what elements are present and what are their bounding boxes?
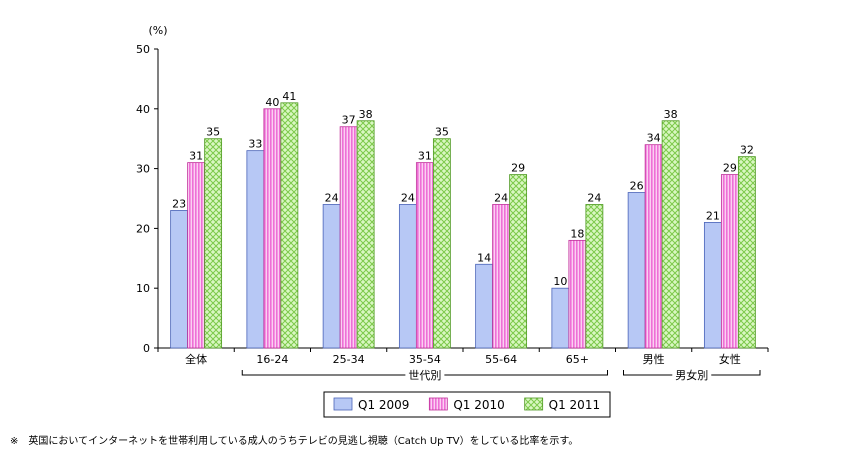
- y-unit-label: (%): [148, 24, 167, 37]
- x-tick-label: 16-24: [256, 353, 288, 366]
- bar-q1-2009: [551, 287, 570, 349]
- data-label: 31: [418, 150, 432, 163]
- group-label-bg: [672, 369, 712, 381]
- data-label: 40: [265, 96, 279, 109]
- data-label: 10: [553, 275, 567, 288]
- legend-swatch: [428, 397, 448, 411]
- data-label: 24: [587, 191, 601, 204]
- data-label: 37: [342, 114, 356, 127]
- x-tick-label: 65+: [566, 353, 589, 366]
- data-label: 18: [570, 227, 584, 240]
- bar-q1-2009: [703, 222, 722, 349]
- bar-q1-2011: [509, 174, 528, 349]
- data-label: 34: [647, 132, 661, 145]
- y-tick-label: 40: [136, 103, 150, 116]
- bar-q1-2009: [627, 192, 646, 349]
- legend: Q1 2009 Q1 2010 Q1 2011: [323, 391, 611, 418]
- bar-q1-2011: [737, 156, 756, 349]
- x-tick-label: 35-54: [409, 353, 441, 366]
- bar-q1-2009: [170, 210, 189, 349]
- x-tick-label: 男性: [643, 352, 665, 366]
- bar-q1-2010: [415, 162, 434, 349]
- data-label: 32: [740, 144, 754, 157]
- bar-q1-2009: [398, 204, 417, 349]
- bar-q1-2010: [568, 239, 587, 349]
- data-label: 29: [723, 162, 737, 175]
- x-tick-label: 全体: [185, 352, 207, 366]
- bars: [170, 102, 756, 349]
- group-label: 男女別: [675, 368, 708, 382]
- legend-label: Q1 2009: [358, 398, 409, 412]
- data-label: 38: [359, 108, 373, 121]
- legend-label: Q1 2010: [453, 398, 504, 412]
- data-label: 35: [435, 126, 449, 139]
- bar-q1-2009: [246, 150, 265, 349]
- bar-q1-2011: [585, 204, 604, 349]
- bar-q1-2011: [661, 120, 680, 349]
- legend-label: Q1 2011: [549, 398, 600, 412]
- y-tick-label: 0: [143, 342, 150, 355]
- data-label: 41: [282, 90, 296, 103]
- y-tick-label: 30: [136, 163, 150, 176]
- data-label: 23: [172, 197, 186, 210]
- group-label: 世代別: [408, 369, 441, 382]
- data-label: 24: [494, 191, 508, 204]
- data-label: 29: [511, 162, 525, 175]
- data-label: 31: [189, 150, 203, 163]
- bar-q1-2009: [475, 263, 494, 349]
- x-tick-label: 55-64: [485, 353, 517, 366]
- bar-q1-2010: [339, 126, 358, 349]
- group-label-bg: [405, 369, 445, 381]
- data-label: 24: [325, 191, 339, 204]
- bar-q1-2010: [644, 144, 663, 349]
- y-tick-label: 20: [136, 222, 150, 235]
- axes: 0 10 20 30 40 50 (%) 全体 16-24 25-34 35-54 55-64 65+ 男…: [136, 24, 769, 382]
- bar-q1-2011: [432, 138, 451, 349]
- bar-q1-2009: [322, 204, 341, 349]
- data-label: 14: [477, 251, 491, 264]
- y-tick-label: 10: [136, 282, 150, 295]
- bar-chart: 0 10 20 30 40 50 (%) 全体 16-24 25-34 35-54 55-64 65+ 男…: [136, 24, 769, 418]
- legend-swatch: [524, 397, 544, 411]
- data-label: 38: [664, 108, 678, 121]
- bar-q1-2010: [492, 204, 511, 349]
- bar-q1-2011: [356, 120, 375, 349]
- data-label: 24: [401, 191, 415, 204]
- x-tick-label: 女性: [719, 352, 741, 366]
- bar-q1-2010: [187, 162, 206, 349]
- bar-q1-2010: [263, 108, 282, 349]
- footnote: ※ 英国においてインターネットを世帯利用している成人のうちテレビの見逃し視聴（C…: [10, 436, 579, 447]
- data-label: 26: [630, 180, 644, 193]
- y-tick-label: 50: [136, 43, 150, 56]
- legend-swatch: [333, 397, 353, 411]
- bar-q1-2011: [280, 102, 299, 349]
- bar-q1-2011: [204, 138, 223, 349]
- data-label: 21: [706, 209, 720, 222]
- data-label: 33: [248, 138, 262, 151]
- bar-q1-2010: [720, 174, 739, 349]
- data-label: 35: [206, 126, 220, 139]
- x-tick-label: 25-34: [333, 353, 365, 366]
- legend-box: [323, 391, 611, 418]
